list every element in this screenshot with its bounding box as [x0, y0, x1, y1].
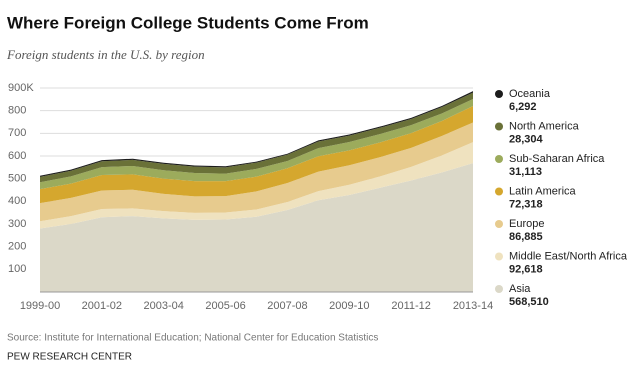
legend-label: Europe: [509, 218, 544, 230]
x-tick-label: 1999-00: [20, 300, 60, 312]
legend-swatch: [495, 285, 503, 293]
legend-value: 86,885: [509, 231, 543, 243]
legend-label: Asia: [509, 283, 531, 295]
x-tick-label: 2005-06: [205, 300, 245, 312]
legend-label: Latin America: [509, 185, 577, 197]
chart-title: Where Foreign College Students Come From: [7, 13, 369, 32]
y-tick-label: 100: [8, 263, 26, 275]
area: [40, 106, 473, 204]
source: Source: Institute for International Educ…: [7, 333, 378, 344]
legend-label: Oceania: [509, 88, 551, 100]
x-tick-label: 2009-10: [329, 300, 369, 312]
x-tick-label: 2003-04: [144, 300, 184, 312]
x-tick-label: 2013-14: [453, 300, 493, 312]
legend-swatch: [495, 90, 503, 98]
area: [40, 122, 473, 222]
y-tick-label: 500: [8, 173, 26, 185]
area: [40, 92, 473, 183]
y-tick-label: 600: [8, 150, 26, 162]
legend-value: 6,292: [509, 101, 537, 113]
legend-value: 568,510: [509, 296, 549, 308]
y-tick-label: 400: [8, 195, 26, 207]
legend-value: 31,113: [509, 166, 542, 178]
y-tick-label: 700: [8, 127, 26, 139]
legend-swatch: [495, 220, 503, 228]
area: [40, 142, 473, 229]
legend-value: 72,318: [509, 198, 543, 210]
legend-label: North America: [509, 120, 580, 132]
area: [40, 99, 473, 190]
y-tick-label: 300: [8, 218, 26, 230]
legend-swatch: [495, 155, 503, 163]
legend-label: Middle East/North Africa: [509, 250, 628, 262]
y-tick-label: 200: [8, 241, 26, 253]
x-tick-label: 2011-12: [391, 300, 431, 312]
legend-swatch: [495, 252, 503, 261]
legend-value: 92,618: [509, 263, 543, 275]
legend-swatch: [495, 187, 503, 196]
chart-subtitle: Foreign students in the U.S. by region: [6, 47, 205, 62]
legend-label: Sub-Saharan Africa: [509, 153, 605, 165]
x-tick-label: 2001-02: [82, 300, 122, 312]
credit: PEW RESEARCH CENTER: [7, 352, 132, 363]
x-tick-label: 2007-08: [267, 300, 307, 312]
legend-swatch: [495, 122, 503, 131]
y-tick-label: 800: [8, 105, 26, 117]
y-tick-label: 900K: [8, 82, 34, 94]
legend-value: 28,304: [509, 133, 544, 145]
area: [40, 163, 473, 292]
